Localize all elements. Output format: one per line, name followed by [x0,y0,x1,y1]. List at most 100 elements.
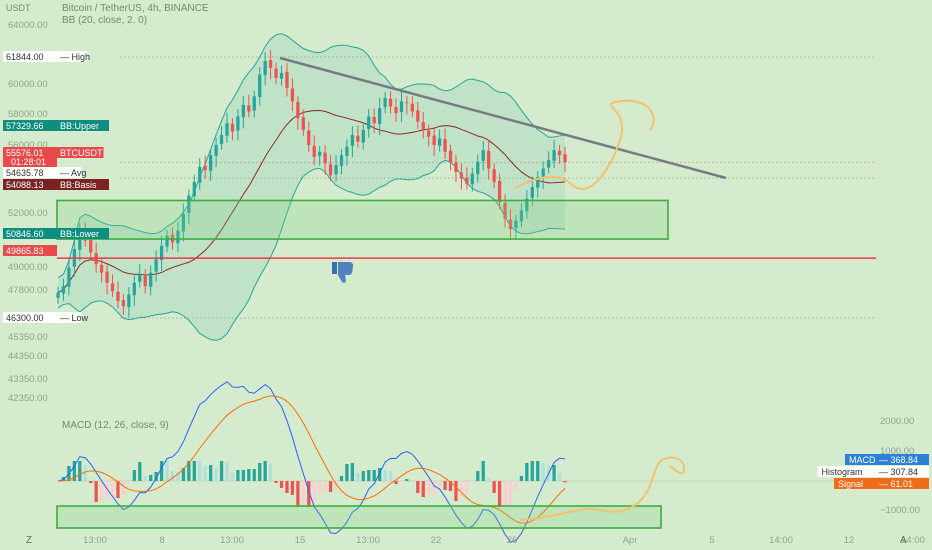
candle-body [541,168,545,178]
macd-histogram-bar [78,461,82,481]
macd-histogram-bar [470,481,474,482]
price-badge-value: 49865.83 [6,246,44,256]
price-badge-label: BTCUSDT [60,148,103,158]
macd-histogram-bar [541,463,545,481]
macd-histogram-bar [192,461,196,481]
candle-body [56,292,60,298]
price-badge-countdown: 01:28:01 [11,157,46,167]
symbol-legend[interactable]: Bitcoin / TetherUS, 4h, BINANCE [62,3,209,14]
candle-body [99,264,104,273]
candle-body [110,283,115,292]
candle-body [307,130,311,146]
macd-histogram-bar [307,481,311,507]
macd-histogram-bar [170,471,175,481]
time-axis-label: 13:00 [83,535,107,546]
candle-body [481,150,485,161]
auto-scale-toggle[interactable]: A [900,535,907,546]
candle-body [476,161,480,175]
macd-histogram-bar [279,481,284,488]
macd-histogram-bar [536,461,540,481]
price-badge-label-box [57,228,109,239]
log-scale-toggle[interactable]: Z [26,535,33,546]
candle-body [121,300,126,307]
candle-body [89,239,93,253]
candle-body [219,134,224,145]
bb-basis-line [57,109,566,294]
macd-histogram-bar [219,461,224,481]
macd-histogram-bar [328,481,333,492]
macd-line [57,381,566,543]
price-badge-bb-upper: 57329.66 BB:Upper [3,120,109,131]
candle-body [274,68,278,78]
price-badge-value-box [3,120,57,131]
price-badge-value: 50846.60 [6,229,44,239]
candle-body [252,96,256,111]
macd-histogram-bar [121,481,126,495]
macd-histogram-bar [165,461,169,481]
price-badge-value-box [3,167,57,178]
price-badge-value: 57329.66 [6,121,44,131]
candle-body [497,180,502,203]
macd-histogram-bar [437,481,442,486]
macd-histogram-bar [339,476,344,481]
candle-body [378,108,382,124]
candle-body [383,98,387,108]
trendline [279,56,727,180]
price-tick-label: 56000.00 [8,140,48,151]
macd-histogram-bar [552,465,556,481]
time-axis-label: 8 [159,535,164,546]
macd-tick-label: −1000.00 [880,505,920,516]
macd-histogram-bar [356,473,360,481]
candle-body [372,117,376,124]
macd-badge-label-box [845,454,875,465]
macd-badge-value: — 307.84 [879,467,918,477]
price-tick-label: 52000.00 [8,208,48,219]
candle-body [405,102,409,104]
time-axis-label: 5 [709,535,714,546]
candle-body [263,61,267,76]
candle-body [230,123,235,132]
macd-histogram-bar [454,481,458,501]
macd-projection-arrow [519,456,686,521]
price-badge-label: BB:Basis [60,180,97,190]
macd-histogram-bar [252,469,256,481]
candle-body [487,150,491,169]
macd-histogram-bar [94,481,98,502]
macd-legend[interactable]: MACD (12, 26, close, 9) [62,420,169,431]
macd-histogram-bar [143,476,147,481]
macd-histogram-bar [405,479,409,481]
macd-histogram-bar [487,478,491,481]
time-axis-label: 14:00 [901,535,925,546]
candle-body [492,169,496,182]
candle-body [127,294,131,307]
macd-histogram-bar [367,470,371,481]
candle-body [323,152,327,164]
macd-histogram-bar [176,472,180,481]
price-tick-label: 58000.00 [8,109,48,120]
macd-histogram-bar [394,481,398,484]
signal-line [57,395,566,524]
bb-legend[interactable]: BB (20, close, 2, 0) [62,15,148,26]
macd-histogram-bar [465,481,469,494]
candle-body [268,60,273,68]
macd-histogram-bar [563,481,567,483]
time-axis-label: Apr [623,535,638,546]
macd-tick-label: 2000.00 [880,416,914,427]
macd-histogram-bar [263,461,267,481]
macd-badge-label-box [834,478,875,489]
candle-body [427,130,431,137]
candle-body [209,155,213,171]
price-badge-label-box [57,179,109,190]
candle-body [154,259,158,272]
candle-body [285,71,289,88]
macd-histogram-bar [181,468,186,481]
macd-histogram-bar [138,462,142,481]
macd-histogram-bar [427,481,431,496]
candle-body [508,219,513,230]
candle-body [416,110,420,122]
macd-histogram-bar [89,481,93,483]
price-tick-label: 64000.00 [8,20,48,31]
candle-body [67,267,71,287]
macd-histogram-bar [323,481,327,492]
